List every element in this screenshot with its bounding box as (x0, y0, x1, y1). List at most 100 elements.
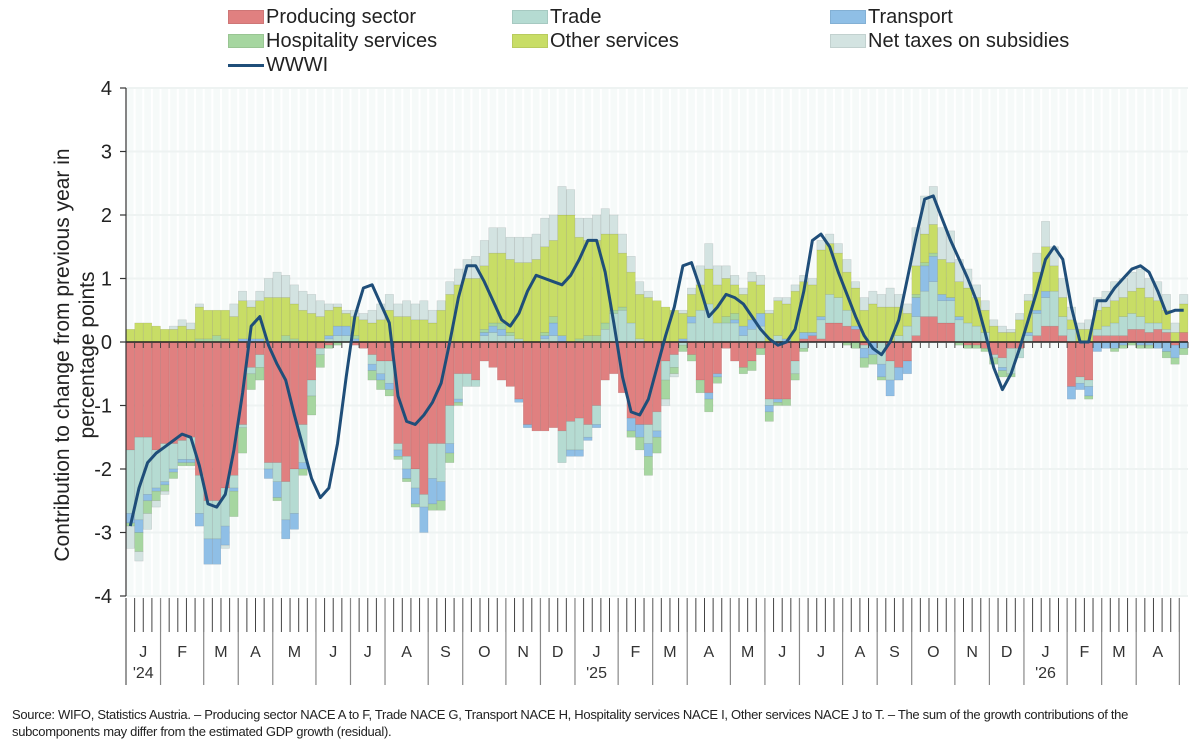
bar-taxes (333, 303, 343, 308)
x-month-label: J (1042, 644, 1050, 661)
bar-hospitality (764, 411, 774, 422)
bar-taxes (574, 217, 584, 238)
bar-trade (479, 335, 489, 343)
legend-item-trade: Trade (512, 6, 602, 28)
x-month-label: M (288, 644, 301, 661)
bar-transport (522, 424, 533, 429)
x-year-label: '24 (133, 665, 154, 682)
bar-other (989, 325, 999, 343)
bar-transport (1110, 341, 1120, 349)
bar-hospitality (505, 332, 515, 336)
bar-producing (281, 341, 291, 482)
bar-producing (402, 341, 412, 457)
bar-taxes (419, 300, 429, 321)
bar-hospitality (436, 500, 446, 511)
bar-taxes (160, 490, 170, 495)
bar-hospitality (617, 306, 627, 311)
bar-taxes (272, 271, 282, 298)
bar-producing (773, 341, 783, 400)
x-month-label: M (1112, 644, 1125, 661)
bar-transport (160, 481, 170, 486)
y-tick-label: 4 (101, 78, 112, 100)
bar-taxes (229, 303, 239, 317)
bar-trade (402, 455, 412, 470)
bar-hospitality (186, 462, 196, 467)
bar-producing (833, 322, 843, 343)
bar-transport (1092, 341, 1102, 352)
bar-taxes (168, 325, 179, 330)
bar-hospitality (246, 373, 256, 390)
bar-producing (790, 341, 800, 362)
bar-trade (997, 357, 1007, 368)
bar-transport (1170, 344, 1180, 359)
x-month-label: A (703, 644, 714, 661)
bar-hospitality (600, 322, 610, 330)
bar-trade (764, 398, 774, 406)
bar-other (617, 252, 627, 308)
bar-hospitality (911, 294, 921, 298)
x-month-label: F (631, 644, 641, 661)
bar-producing (721, 341, 731, 349)
bar-hospitality (661, 379, 671, 400)
zero-line (125, 341, 1189, 348)
bar-hospitality (799, 348, 809, 352)
bar-taxes (661, 398, 671, 406)
bar-hospitality (730, 313, 740, 321)
bar-transport (1041, 290, 1051, 298)
bar-producing (756, 341, 766, 349)
bar-taxes (1135, 268, 1146, 289)
footnote: Source: WIFO, Statistics Austria. – Prod… (12, 707, 1129, 739)
bar-taxes (315, 300, 325, 317)
bar-taxes (592, 214, 602, 241)
bar-producing (1110, 335, 1120, 343)
bar-hospitality (876, 376, 887, 381)
bar-transport (289, 513, 299, 530)
bar-trade (376, 360, 386, 375)
bar-other (367, 322, 377, 343)
bar-other (1058, 297, 1068, 317)
bar-hospitality (272, 497, 282, 502)
bar-hospitality (928, 252, 938, 257)
bar-trade (548, 335, 558, 343)
legend-label: Hospitality services (266, 30, 438, 52)
bar-hospitality (773, 402, 783, 406)
bar-trade (695, 309, 705, 343)
x-month-label: A (250, 644, 261, 661)
bar-producing (203, 341, 213, 502)
bar-transport (203, 538, 213, 565)
x-axis: J '24 F M A M J J A S O N D J '25 F M A M J J A S O N D J '26 F M A (125, 598, 1180, 685)
bar-other (419, 319, 429, 343)
bar-other (1049, 265, 1059, 292)
bar-producing (695, 341, 705, 381)
bar-taxes (885, 287, 895, 308)
bar-hospitality (298, 468, 308, 476)
x-month-label: S (889, 644, 900, 661)
bar-transport (876, 363, 887, 378)
legend-swatch-wwwi (228, 63, 264, 67)
y-tick-label: -3 (94, 523, 112, 545)
bar-other (557, 214, 567, 336)
bar-other (911, 265, 921, 295)
bar-other (427, 322, 438, 343)
bar-other (954, 281, 964, 317)
bar-trade (859, 344, 869, 349)
bar-other (194, 306, 204, 340)
x-month-label: M (214, 644, 227, 661)
x-month-label: D (1001, 644, 1013, 661)
bar-taxes (738, 287, 748, 295)
bar-other (307, 313, 317, 343)
bar-transport (194, 513, 204, 527)
bar-taxes (557, 186, 567, 216)
bar-other (186, 328, 196, 343)
bar-transport (402, 468, 412, 479)
bar-transport (134, 519, 144, 533)
bar-taxes (298, 290, 308, 311)
y-tick-label: -1 (94, 396, 112, 418)
bar-transport (946, 297, 956, 302)
bar-transport (652, 430, 662, 438)
bar-other (1101, 306, 1111, 327)
bar-hospitality (548, 316, 558, 324)
bar-other (229, 316, 239, 343)
bar-transport (816, 316, 826, 321)
bar-producing (712, 341, 722, 375)
